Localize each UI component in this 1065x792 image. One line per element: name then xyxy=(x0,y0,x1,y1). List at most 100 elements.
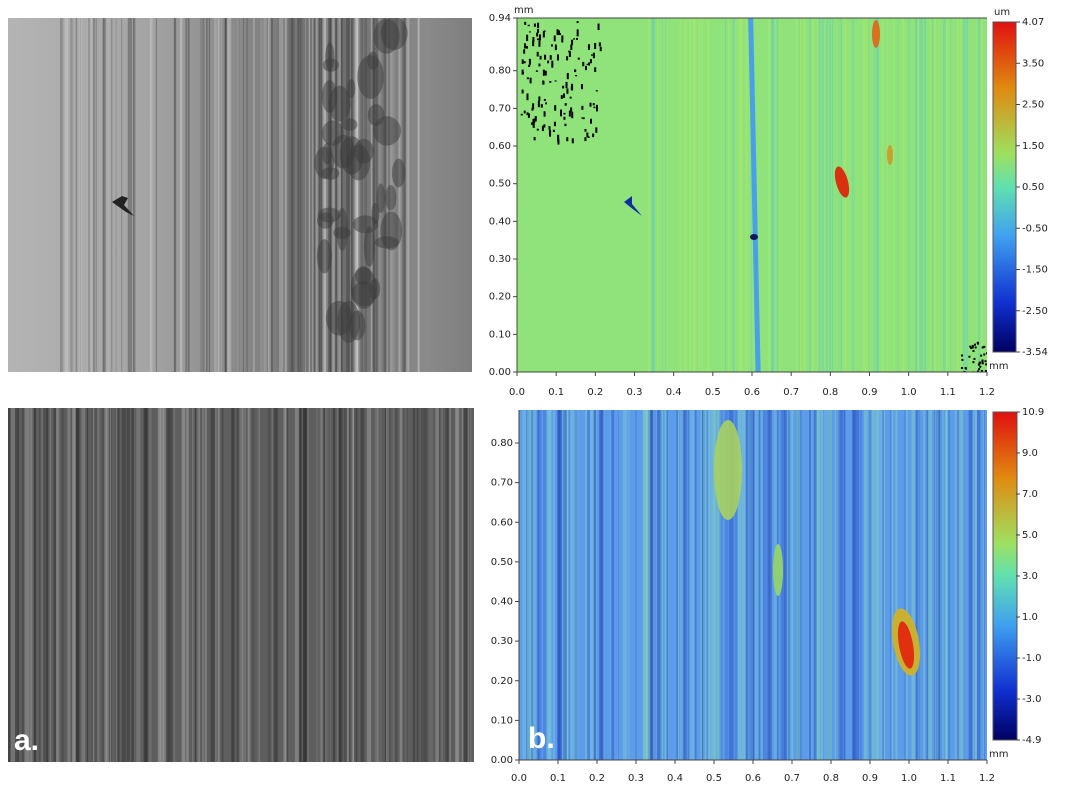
streak xyxy=(897,18,899,372)
speck xyxy=(532,103,535,110)
streak xyxy=(384,408,387,762)
speck xyxy=(972,361,975,364)
streak xyxy=(360,408,365,762)
streak xyxy=(852,18,854,372)
speck xyxy=(973,357,976,360)
streak xyxy=(131,18,132,372)
speck xyxy=(526,77,529,80)
streak xyxy=(373,18,374,372)
streak xyxy=(399,408,403,762)
streak xyxy=(267,18,271,372)
streak xyxy=(924,18,926,372)
speck xyxy=(528,31,531,33)
speck xyxy=(554,80,557,82)
streak xyxy=(354,408,358,762)
streak xyxy=(297,18,300,372)
y-unit: mm xyxy=(514,5,533,16)
speck xyxy=(520,113,523,116)
speck xyxy=(566,88,569,94)
streak xyxy=(170,408,173,762)
streak xyxy=(796,18,799,372)
streak xyxy=(122,408,126,762)
streak xyxy=(824,410,826,760)
speck xyxy=(575,74,578,77)
streak xyxy=(87,18,90,372)
streak xyxy=(224,18,227,372)
streak xyxy=(70,18,74,372)
x-unit: mm xyxy=(989,361,1008,372)
speck xyxy=(531,122,534,125)
panel-label: a. xyxy=(14,724,39,757)
speck xyxy=(544,70,547,76)
streak xyxy=(353,18,356,372)
speck xyxy=(961,358,964,361)
streak xyxy=(562,410,566,760)
streak xyxy=(321,408,325,762)
streak xyxy=(239,18,240,372)
streak xyxy=(972,410,977,760)
x-tick-label: 1.0 xyxy=(901,773,917,784)
streak xyxy=(335,18,338,372)
speck xyxy=(568,51,571,57)
speck xyxy=(538,63,541,67)
speck xyxy=(532,40,535,47)
streak xyxy=(787,410,789,760)
streak xyxy=(337,18,342,372)
streak xyxy=(319,18,321,372)
streak xyxy=(684,18,685,372)
streak xyxy=(699,18,701,372)
streak xyxy=(838,18,840,372)
streak xyxy=(145,408,148,762)
streak xyxy=(738,18,741,372)
speck xyxy=(594,67,597,73)
streak xyxy=(17,408,19,762)
streak xyxy=(374,18,376,372)
stain xyxy=(328,85,351,122)
streak xyxy=(768,18,771,372)
colorbar-label: -4.9 xyxy=(1022,735,1042,746)
streak xyxy=(929,18,932,372)
speck xyxy=(595,127,598,133)
streak xyxy=(45,408,50,762)
colorbar-label: -2.50 xyxy=(1022,306,1048,317)
streak xyxy=(92,18,96,372)
streak xyxy=(14,408,18,762)
streak xyxy=(547,410,552,760)
speck xyxy=(963,370,966,372)
streak xyxy=(225,18,227,372)
streak xyxy=(538,410,540,760)
speck xyxy=(551,44,554,47)
stain xyxy=(391,158,406,188)
streak xyxy=(964,18,966,372)
streak xyxy=(260,18,263,372)
streak xyxy=(761,410,763,760)
streak xyxy=(283,408,284,762)
streak xyxy=(915,410,918,760)
peak xyxy=(887,145,893,165)
streak xyxy=(859,410,863,760)
streak xyxy=(895,410,898,760)
streak xyxy=(711,410,715,760)
streak xyxy=(710,410,712,760)
streak xyxy=(957,410,959,760)
speck xyxy=(536,32,539,37)
speck xyxy=(592,103,595,106)
streak xyxy=(869,410,872,760)
speck xyxy=(984,360,987,363)
streak xyxy=(727,18,730,372)
speck xyxy=(527,24,530,27)
streak xyxy=(269,18,273,372)
speck xyxy=(595,90,598,92)
streak xyxy=(685,18,688,372)
streak xyxy=(652,18,655,372)
streak xyxy=(776,18,779,372)
stain xyxy=(367,51,379,70)
streak xyxy=(158,408,161,762)
streak xyxy=(868,18,869,372)
streak xyxy=(800,18,802,372)
streak xyxy=(679,18,682,372)
speck xyxy=(977,342,980,345)
streak xyxy=(977,410,981,760)
speck xyxy=(980,354,983,357)
